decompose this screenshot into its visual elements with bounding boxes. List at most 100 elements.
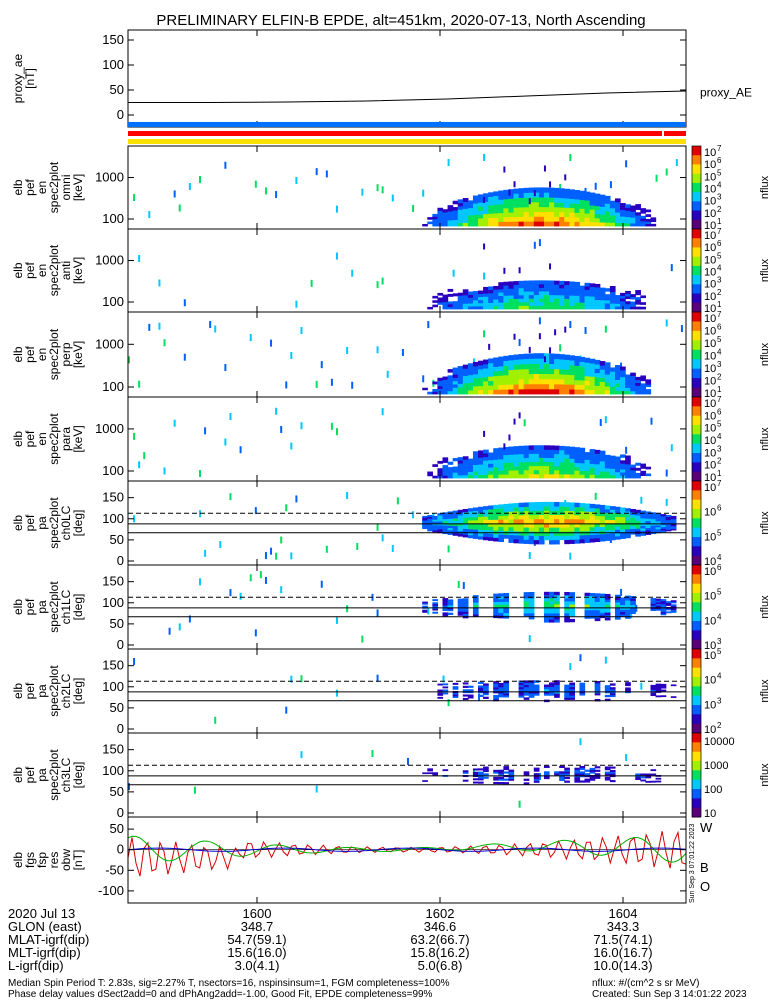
data-cell — [457, 212, 464, 217]
data-cell — [584, 604, 591, 608]
data-cell — [452, 692, 459, 695]
data-cell — [478, 693, 481, 701]
data-cell — [579, 765, 586, 769]
data-cell — [478, 685, 484, 688]
data-cell — [579, 767, 586, 770]
data-cell — [579, 285, 586, 290]
data-cell — [554, 616, 560, 620]
data-cell — [300, 327, 303, 335]
ylabel-en-omni-5: [keV] — [71, 174, 85, 201]
data-cell — [625, 387, 631, 392]
data-cell — [483, 302, 489, 307]
data-cell — [543, 283, 550, 288]
data-cell — [559, 776, 565, 780]
data-cell — [422, 375, 425, 383]
data-cell — [635, 385, 641, 389]
data-cell — [488, 296, 494, 300]
data-cell — [503, 609, 510, 613]
data-cell — [564, 207, 570, 213]
data-cell — [442, 599, 449, 603]
footer-note-2: Phase delay values dSect2add=0 and dPhAn… — [8, 989, 433, 1000]
data-cell — [351, 269, 354, 277]
data-cell — [604, 214, 611, 219]
data-cell — [462, 456, 469, 460]
data-cell — [427, 473, 433, 477]
ylabel-en-para-4: para — [59, 427, 73, 451]
data-cell — [513, 458, 520, 463]
data-cell — [493, 448, 499, 453]
data-cell — [498, 604, 504, 608]
data-cell — [478, 377, 484, 382]
footer-row1-v2: 346.6 — [424, 919, 457, 934]
data-cell — [462, 609, 469, 612]
data-cell — [376, 674, 379, 682]
data-cell — [630, 208, 636, 212]
data-cell — [518, 301, 525, 306]
data-cell — [442, 223, 449, 227]
data-cell — [614, 383, 621, 388]
data-cell — [478, 471, 484, 475]
data-cell — [513, 446, 520, 451]
data-cell — [523, 697, 530, 700]
data-cell — [574, 458, 581, 463]
data-cell — [518, 197, 525, 203]
data-cell — [549, 192, 555, 198]
data-cell — [620, 373, 626, 378]
data-cell — [569, 531, 575, 536]
data-cell — [447, 381, 454, 386]
data-cell — [594, 453, 601, 458]
data-cell — [599, 218, 606, 223]
data-cell — [478, 519, 484, 524]
data-cell — [478, 464, 484, 469]
data-cell — [635, 206, 641, 210]
data-cell — [462, 770, 469, 773]
data-cell — [442, 689, 449, 692]
data-cell — [554, 523, 560, 528]
data-cell — [452, 682, 459, 685]
data-cell — [599, 198, 606, 203]
data-cell — [513, 207, 520, 213]
data-cell — [498, 596, 504, 600]
data-cell — [635, 475, 641, 479]
data-cell — [569, 364, 575, 371]
data-cell — [579, 384, 586, 390]
data-cell — [660, 695, 667, 698]
data-cell — [462, 514, 469, 518]
data-cell — [599, 385, 606, 391]
data-cell — [584, 292, 591, 297]
data-cell — [589, 776, 596, 779]
data-cell — [467, 294, 474, 298]
cbar-exp-pa-ch2-3: 2 — [717, 721, 722, 730]
data-cell — [564, 354, 570, 360]
data-cell — [528, 527, 535, 532]
data-cell — [640, 215, 647, 219]
colorbar-segment — [692, 770, 701, 781]
data-cell — [518, 506, 525, 512]
data-cell — [513, 281, 520, 285]
colorbar-segment — [692, 164, 701, 175]
data-cell — [594, 359, 601, 365]
data-cell — [549, 221, 555, 227]
data-cell — [462, 386, 469, 391]
data-cell — [650, 603, 657, 606]
data-cell — [432, 300, 439, 303]
cbar-exp-pa-ch1-2: 4 — [717, 612, 722, 621]
cbar-base-pa-ch1-1: 10 — [704, 591, 716, 603]
data-cell — [625, 306, 631, 310]
data-cell — [635, 512, 641, 516]
data-cell — [442, 212, 449, 216]
data-cell — [549, 294, 555, 299]
data-cell — [549, 535, 555, 541]
data-cell — [528, 445, 535, 450]
data-cell — [620, 532, 626, 536]
data-cell — [645, 214, 652, 217]
data-cell — [457, 222, 464, 227]
data-cell — [569, 618, 575, 623]
data-cell — [569, 302, 575, 306]
data-cell — [462, 219, 469, 223]
data-cell — [442, 525, 449, 528]
data-cell — [625, 216, 631, 221]
data-cell — [457, 523, 464, 527]
data-cell — [513, 379, 520, 385]
data-cell — [508, 305, 515, 310]
